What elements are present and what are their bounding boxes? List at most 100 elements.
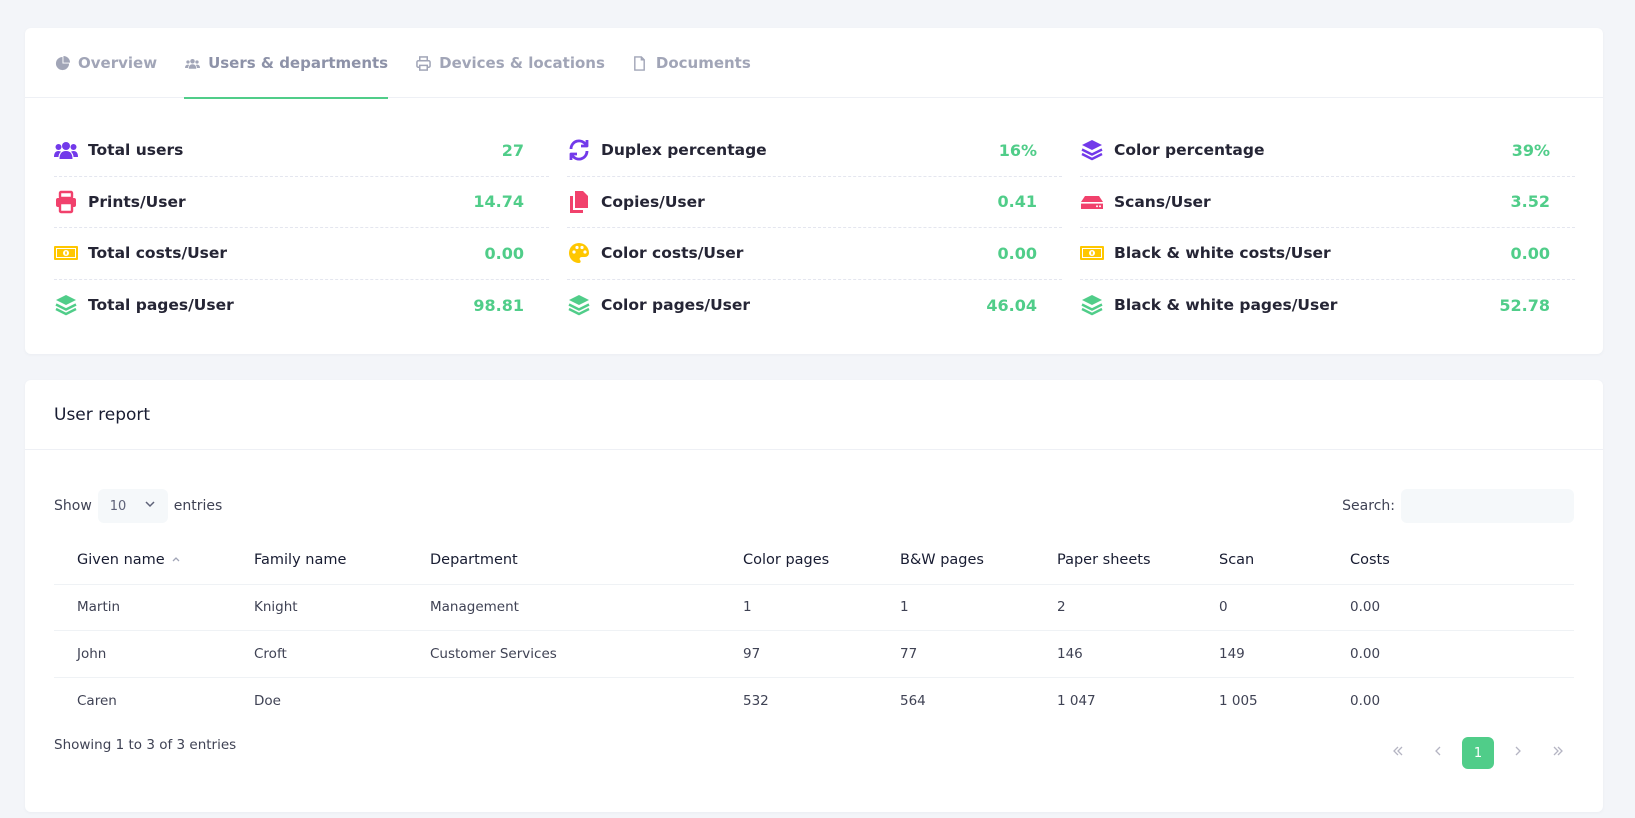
table-row: Martin Knight Management 1 1 2 0 0.00 <box>54 584 1574 631</box>
printer-icon <box>415 55 431 71</box>
users-icon <box>54 137 80 163</box>
stat-total-users: Total users 27 <box>54 125 549 177</box>
tab-users-departments[interactable]: Users & departments <box>184 28 389 99</box>
cell-bw-pages: 564 <box>900 692 926 709</box>
stat-label: Color pages/User <box>601 296 751 315</box>
cell-scan: 149 <box>1219 630 1350 678</box>
pie-chart-icon <box>54 55 70 71</box>
page-size-value: 10 <box>109 498 127 514</box>
show-label: Show <box>54 498 92 514</box>
stat-value: 0.00 <box>997 243 1037 263</box>
stat-scans-per-user: Scans/User 3.52 <box>1080 177 1575 228</box>
cell-department: Customer Services <box>430 630 743 678</box>
stat-label: Total costs/User <box>88 244 228 263</box>
stat-total-costs-per-user: Total costs/User 0.00 <box>54 228 549 280</box>
cell-family-name: Doe <box>254 692 281 709</box>
tab-label: Overview <box>78 54 158 72</box>
stat-value: 0.00 <box>1510 243 1550 263</box>
stat-label: Color percentage <box>1114 141 1265 160</box>
cell-family-name: Knight <box>254 584 430 631</box>
refresh-icon <box>567 137 593 163</box>
cell-paper-sheets: 146 <box>1057 630 1219 678</box>
column-header-bw-pages[interactable]: B&W pages <box>900 537 1057 585</box>
stat-value: 39% <box>1511 140 1550 160</box>
cell-department <box>430 677 743 724</box>
cell-scan: 1 005 <box>1219 692 1258 709</box>
chevron-left-icon <box>1432 745 1444 761</box>
stat-label: Black & white costs/User <box>1114 244 1331 263</box>
column-header-costs[interactable]: Costs <box>1350 537 1574 585</box>
tab-devices-locations[interactable]: Devices & locations <box>415 28 605 98</box>
sort-ascending-icon <box>171 552 181 562</box>
stat-label: Scans/User <box>1114 192 1211 211</box>
stats-grid: Total users 27 Prints/User 14.74 Total c… <box>54 125 1575 331</box>
first-page-button[interactable] <box>1382 737 1414 769</box>
stat-color-percentage: Color percentage 39% <box>1080 125 1575 177</box>
printer-icon <box>54 189 80 215</box>
pagination: 1 <box>1382 737 1574 769</box>
tab-label: Devices & locations <box>439 54 605 72</box>
stat-label: Color costs/User <box>601 244 744 263</box>
cell-bw-pages: 77 <box>900 630 1057 678</box>
stat-value: 98.81 <box>473 295 524 315</box>
cell-given-name: Martin <box>54 584 254 631</box>
column-header-department[interactable]: Department <box>430 537 743 585</box>
page-size-select[interactable]: 10 <box>97 489 168 523</box>
tab-label: Users & departments <box>208 54 389 72</box>
column-header-family-name[interactable]: Family name <box>254 537 430 585</box>
cell-costs: 0.00 <box>1350 630 1574 678</box>
cell-color-pages: 97 <box>743 630 900 678</box>
double-chevron-right-icon <box>1552 745 1564 761</box>
cell-color-pages: 532 <box>743 692 769 709</box>
stats-column: Total users 27 Prints/User 14.74 Total c… <box>54 125 549 331</box>
column-header-color-pages[interactable]: Color pages <box>743 537 900 585</box>
stat-label: Black & white pages/User <box>1114 296 1338 315</box>
stat-value: 16% <box>998 140 1037 160</box>
stat-value: 3.52 <box>1510 192 1550 212</box>
layers-icon <box>1080 292 1106 318</box>
stat-label: Total users <box>88 141 184 160</box>
search-label: Search: <box>1342 498 1395 514</box>
next-page-button[interactable] <box>1502 737 1534 769</box>
cell-given-name: John <box>54 630 254 678</box>
statistics-card: Overview Users & departments Devices & l… <box>25 28 1603 354</box>
stat-total-pages-per-user: Total pages/User 98.81 <box>54 280 549 332</box>
column-header-scan[interactable]: Scan <box>1219 537 1350 585</box>
column-header-paper-sheets[interactable]: Paper sheets <box>1057 537 1219 585</box>
cell-paper-sheets: 2 <box>1057 584 1219 631</box>
tab-documents[interactable]: Documents <box>632 28 751 98</box>
page-button-current[interactable]: 1 <box>1462 737 1494 769</box>
previous-page-button[interactable] <box>1422 737 1454 769</box>
tab-label: Documents <box>655 54 751 72</box>
stats-column: Duplex percentage 16% Copies/User 0.41 C… <box>567 125 1062 331</box>
table-row: Caren Doe 532 564 1 047 1 005 0.00 <box>54 677 1574 724</box>
money-bill-icon <box>54 240 80 266</box>
cell-paper-sheets: 1 047 <box>1057 692 1096 709</box>
stat-value: 0.41 <box>997 192 1037 212</box>
stat-value: 0.00 <box>484 243 524 263</box>
cell-bw-pages: 1 <box>900 584 1057 631</box>
cell-color-pages: 1 <box>743 584 900 631</box>
search-control: Search: <box>1342 489 1574 523</box>
stat-label: Prints/User <box>88 192 186 211</box>
table-row: John Croft Customer Services 97 77 146 1… <box>54 630 1574 678</box>
user-report-card: User report Show 10 entries Search: Give… <box>25 380 1603 812</box>
column-header-given-name[interactable]: Given name <box>54 537 254 585</box>
cell-department: Management <box>430 584 743 631</box>
stat-value: 27 <box>501 140 524 160</box>
stat-color-costs-per-user: Color costs/User 0.00 <box>567 228 1062 280</box>
stat-value: 14.74 <box>473 192 524 212</box>
table-controls: Show 10 entries Search: <box>54 489 1574 523</box>
cell-given-name: Caren <box>77 692 117 709</box>
stat-copies-per-user: Copies/User 0.41 <box>567 177 1062 228</box>
users-icon <box>184 55 200 71</box>
stat-prints-per-user: Prints/User 14.74 <box>54 177 549 228</box>
table-header-row: Given name Family name Department Color … <box>54 537 1574 585</box>
report-header: User report <box>25 380 1603 450</box>
search-input[interactable] <box>1401 489 1574 523</box>
cell-family-name: Croft <box>254 630 430 678</box>
tab-overview[interactable]: Overview <box>54 28 157 98</box>
stat-bw-costs-per-user: Black & white costs/User 0.00 <box>1080 228 1575 280</box>
last-page-button[interactable] <box>1542 737 1574 769</box>
cell-costs: 0.00 <box>1350 692 1381 709</box>
